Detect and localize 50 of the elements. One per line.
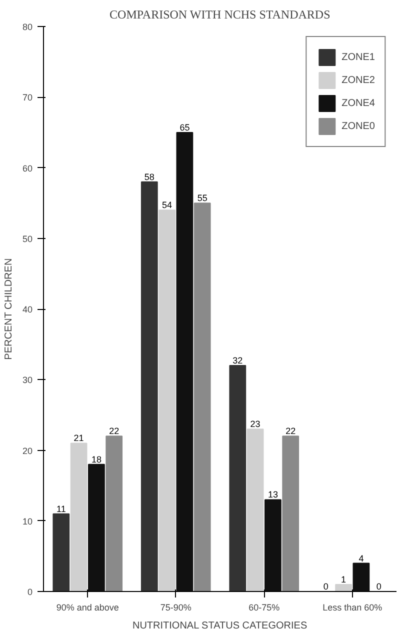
data-label: 58: [144, 172, 154, 182]
x-tick-label: 60-75%: [248, 602, 280, 612]
data-label: 18: [91, 454, 102, 464]
data-label: 55: [197, 193, 208, 204]
data-label: 32: [232, 356, 243, 366]
bar: [194, 202, 211, 592]
y-tick-label: 40: [22, 304, 33, 314]
chart-title: COMPARISON WITH NCHS STANDARDS: [110, 8, 330, 22]
bar: [352, 562, 370, 592]
data-label: 22: [286, 426, 296, 436]
x-tick-label: 90% and above: [56, 602, 119, 612]
data-label: 22: [109, 426, 120, 436]
legend-label: ZONE2: [342, 74, 375, 86]
data-label: 11: [56, 504, 66, 514]
data-label: 0: [323, 582, 328, 592]
data-label: 13: [268, 490, 278, 500]
data-label: 54: [162, 200, 172, 210]
data-label: 21: [74, 433, 84, 444]
data-label: 1: [341, 574, 346, 584]
x-tick-label: 75-90%: [160, 602, 192, 612]
bar: [88, 464, 105, 592]
y-tick-label: 80: [22, 22, 33, 32]
y-tick-label: 30: [22, 375, 33, 386]
bar: [106, 436, 123, 592]
x-tick-label: Less than 60%: [322, 602, 382, 612]
bar: [70, 442, 88, 592]
legend-label: ZONE1: [342, 52, 375, 62]
bar: [176, 132, 194, 592]
data-label: 65: [180, 122, 190, 132]
y-tick-label: 50: [22, 234, 33, 244]
y-tick-label: 60: [22, 163, 33, 174]
y-axis-title: PERCENT CHILDREN: [3, 258, 14, 360]
bar: [335, 584, 352, 592]
data-label: 0: [376, 582, 382, 592]
data-label: 23: [250, 419, 260, 430]
x-axis-title: NUTRITIONAL STATUS CATEGORIES: [132, 620, 308, 632]
bar: [282, 436, 300, 592]
bar: [158, 210, 176, 592]
y-tick-label: 70: [22, 92, 33, 103]
y-tick-label: 10: [22, 516, 33, 526]
legend-label: ZONE4: [342, 98, 375, 108]
bar: [264, 499, 282, 592]
bar: [52, 513, 70, 592]
bar: [246, 428, 264, 592]
legend-label: ZONE0: [342, 120, 375, 132]
y-tick-label: 0: [27, 587, 33, 597]
bar: [140, 181, 158, 592]
data-label: 4: [358, 553, 364, 564]
y-tick-label: 20: [22, 446, 33, 456]
bar: [229, 365, 246, 592]
